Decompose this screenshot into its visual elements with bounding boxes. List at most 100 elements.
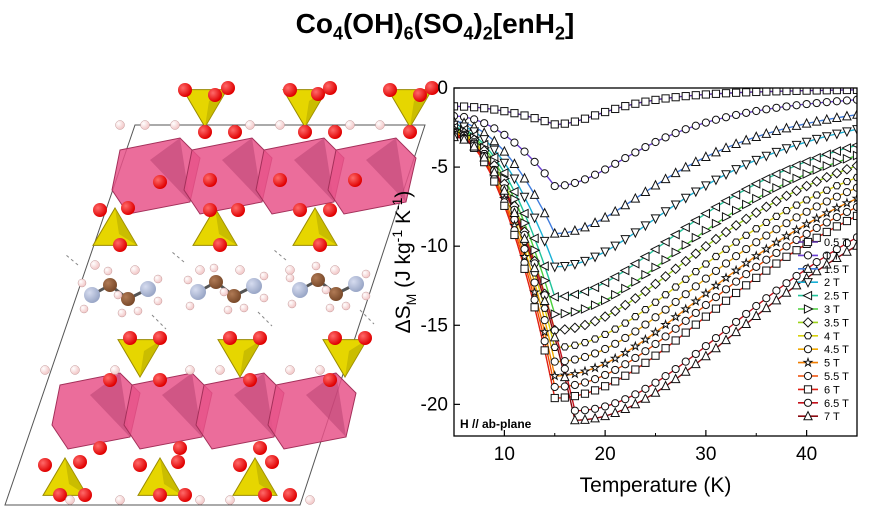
data-point [529,213,540,224]
ethylenediammonium-molecule [273,249,375,325]
data-point [772,212,781,221]
data-point [640,186,651,197]
data-point [629,258,640,269]
data-point [569,414,580,425]
data-point [550,120,559,129]
legend-label: 6 T [824,384,840,396]
data-point [852,239,857,250]
data-point [732,277,741,286]
data-point [651,351,660,360]
legend-item: 5 T [798,356,840,370]
data-point [540,346,549,355]
data-point [742,88,751,97]
data-point [610,241,621,252]
data-point [529,189,540,199]
data-point [639,251,650,262]
data-point [579,365,591,376]
title-part: ) [473,8,483,39]
data-point [670,167,681,178]
data-point [579,319,591,331]
data-point [650,326,661,337]
data-point [681,275,690,283]
data-point [782,252,791,261]
data-point [832,182,842,190]
data-point [661,305,670,314]
data-point [611,325,620,333]
legend-item: 3 T [798,304,840,316]
data-point [580,406,590,415]
data-point [762,105,771,114]
data-point [530,278,539,287]
data-point [691,349,700,359]
data-point [792,173,803,184]
legend-item: 6 T [798,384,840,396]
data-point [822,98,831,107]
data-point [721,245,731,253]
data-point [620,403,631,413]
legend-label: 7 T [824,411,840,423]
data-point [661,255,672,265]
data-point [802,356,814,368]
data-point [629,340,641,351]
y-tick-label: -10 [421,236,448,257]
data-point [781,144,792,155]
data-point [671,297,680,307]
data-point [772,225,781,234]
data-point [831,129,842,140]
data-point [751,155,762,166]
data-point [852,150,857,161]
x-tick-label: 10 [494,444,515,465]
data-point [752,273,761,282]
data-point [721,113,731,122]
data-point [842,96,852,105]
data-point [580,338,590,347]
data-point [601,295,611,306]
data-point [822,227,831,237]
data-point [842,110,852,121]
data-point [811,265,822,276]
data-point [611,377,620,386]
data-point [732,288,741,298]
data-point [539,295,550,306]
data-point [500,107,509,116]
unit-cell-outline [4,124,426,506]
data-point [570,341,580,349]
data-point [469,140,480,151]
data-point [680,255,692,267]
data-point [489,166,500,177]
data-point [792,213,801,222]
data-point [540,316,549,325]
data-point [732,317,741,327]
data-point [761,302,772,313]
data-point [621,395,630,404]
data-point [680,161,691,172]
data-point [631,312,640,321]
data-point [510,230,519,240]
data-point [700,208,710,219]
data-point [791,185,802,197]
legend-label: 1 T [824,250,840,262]
data-point [761,151,772,162]
data-point [852,173,857,182]
data-point [822,197,831,206]
data-point [740,257,752,268]
data-point [549,227,560,238]
data-point [803,332,813,340]
ethylenediammonium-molecule [171,251,273,327]
data-point [802,229,811,238]
data-point [801,180,812,192]
data-point [710,202,721,212]
data-point [599,357,611,369]
data-point [711,304,721,313]
data-point [549,291,559,302]
data-point [851,160,857,171]
data-point [560,382,569,391]
data-point [661,94,670,103]
x-tick-label: 40 [796,444,817,465]
data-point [771,147,782,158]
data-point [540,117,549,126]
series-markers [454,120,857,273]
data-point [569,368,581,379]
data-point [569,322,581,334]
data-point [569,224,580,235]
